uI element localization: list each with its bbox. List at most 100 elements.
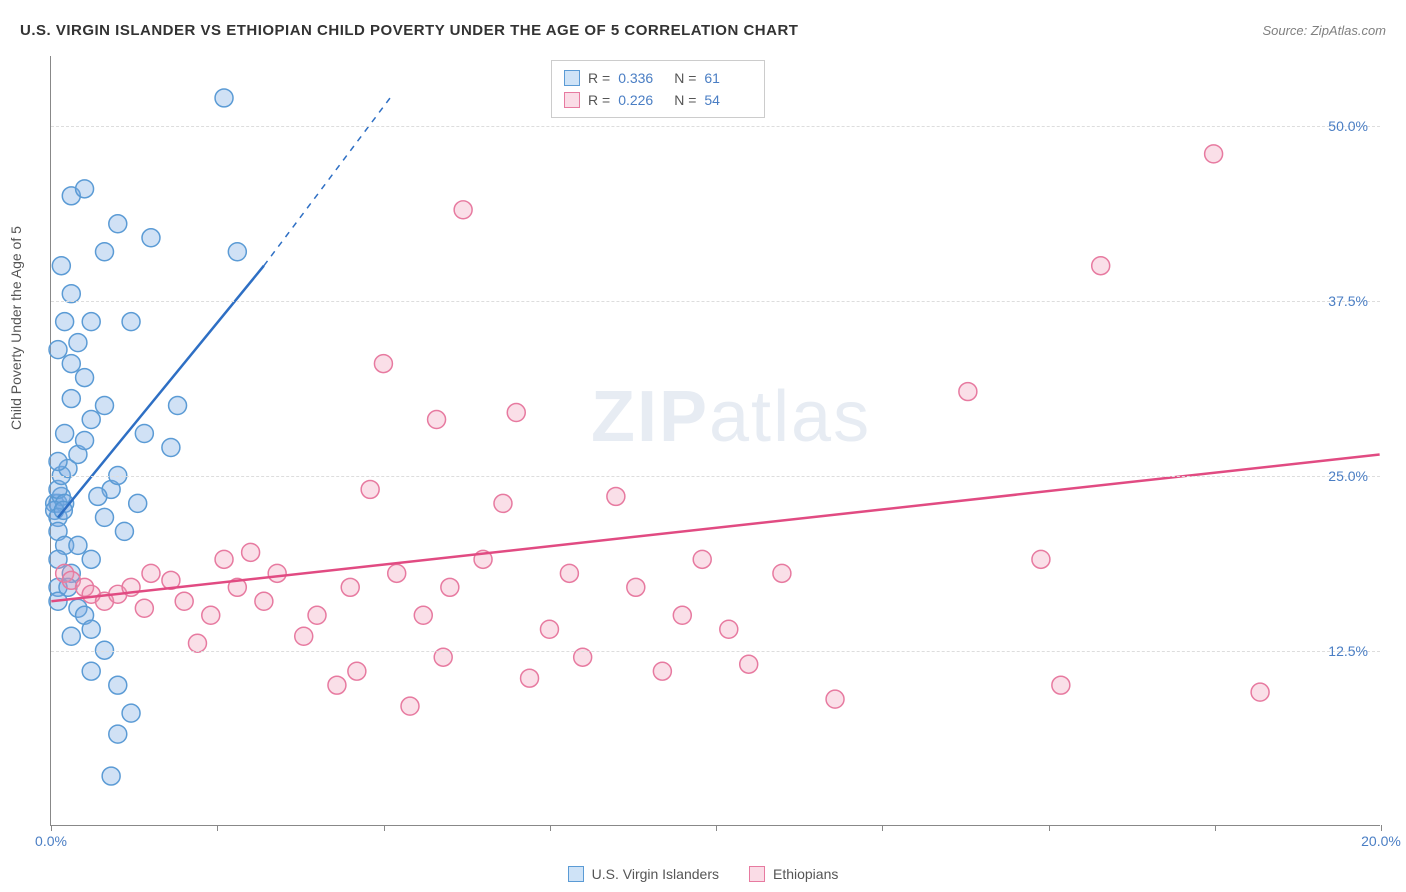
legend-item-1: U.S. Virgin Islanders xyxy=(568,866,719,882)
scatter-point xyxy=(62,390,80,408)
scatter-point xyxy=(56,425,74,443)
scatter-point xyxy=(673,606,691,624)
scatter-point xyxy=(129,494,147,512)
gridline xyxy=(51,476,1380,477)
scatter-point xyxy=(361,480,379,498)
swatch-series-2 xyxy=(564,92,580,108)
scatter-point xyxy=(49,341,67,359)
stats-row-1: R = 0.336 N = 61 xyxy=(564,67,752,89)
x-tick xyxy=(1381,825,1382,831)
x-tick xyxy=(550,825,551,831)
scatter-point xyxy=(228,243,246,261)
trend-line xyxy=(58,266,264,518)
scatter-point xyxy=(388,564,406,582)
scatter-point xyxy=(69,536,87,554)
x-tick-label: 0.0% xyxy=(35,833,67,849)
scatter-point xyxy=(653,662,671,680)
scatter-point xyxy=(109,215,127,233)
scatter-point xyxy=(82,313,100,331)
scatter-point xyxy=(175,592,193,610)
legend-label-2: Ethiopians xyxy=(773,866,838,882)
scatter-point xyxy=(122,313,140,331)
x-tick xyxy=(1215,825,1216,831)
scatter-point xyxy=(52,257,70,275)
scatter-point xyxy=(122,704,140,722)
plot-area: ZIPatlas R = 0.336 N = 61 R = 0.226 N = … xyxy=(50,56,1380,826)
r-value-1: 0.336 xyxy=(618,70,666,86)
gridline xyxy=(51,301,1380,302)
scatter-point xyxy=(740,655,758,673)
gridline xyxy=(51,651,1380,652)
scatter-point xyxy=(49,452,67,470)
x-tick xyxy=(217,825,218,831)
title-bar: U.S. VIRGIN ISLANDER VS ETHIOPIAN CHILD … xyxy=(20,18,1386,42)
scatter-point xyxy=(142,229,160,247)
scatter-point xyxy=(401,697,419,715)
scatter-point xyxy=(242,543,260,561)
chart-title: U.S. VIRGIN ISLANDER VS ETHIOPIAN CHILD … xyxy=(20,22,798,39)
scatter-point xyxy=(341,578,359,596)
y-tick-label: 12.5% xyxy=(1328,643,1368,659)
scatter-point xyxy=(82,550,100,568)
x-tick xyxy=(716,825,717,831)
scatter-point xyxy=(76,180,94,198)
legend-label-1: U.S. Virgin Islanders xyxy=(592,866,719,882)
x-tick xyxy=(51,825,52,831)
scatter-point xyxy=(62,627,80,645)
scatter-point xyxy=(255,592,273,610)
scatter-point xyxy=(507,404,525,422)
scatter-point xyxy=(202,606,220,624)
scatter-point xyxy=(720,620,738,638)
scatter-point xyxy=(82,411,100,429)
scatter-point xyxy=(1251,683,1269,701)
bottom-swatch-2 xyxy=(749,866,765,882)
scatter-point xyxy=(1052,676,1070,694)
scatter-point xyxy=(215,550,233,568)
scatter-point xyxy=(268,564,286,582)
scatter-point xyxy=(76,432,94,450)
scatter-point xyxy=(560,564,578,582)
scatter-point xyxy=(188,634,206,652)
source-label: Source: ZipAtlas.com xyxy=(1262,23,1386,38)
r-label-2: R = xyxy=(588,92,610,108)
r-label-1: R = xyxy=(588,70,610,86)
scatter-point xyxy=(374,355,392,373)
scatter-point xyxy=(96,243,114,261)
scatter-point xyxy=(441,578,459,596)
scatter-point xyxy=(135,425,153,443)
y-axis-title: Child Poverty Under the Age of 5 xyxy=(8,226,24,430)
scatter-point xyxy=(76,369,94,387)
x-tick-label: 20.0% xyxy=(1361,833,1401,849)
x-tick xyxy=(882,825,883,831)
y-tick-label: 50.0% xyxy=(1328,118,1368,134)
swatch-series-1 xyxy=(564,70,580,86)
scatter-point xyxy=(295,627,313,645)
stats-row-2: R = 0.226 N = 54 xyxy=(564,89,752,111)
scatter-point xyxy=(96,397,114,415)
bottom-swatch-1 xyxy=(568,866,584,882)
x-tick xyxy=(384,825,385,831)
scatter-point xyxy=(89,487,107,505)
trend-line-extrapolated xyxy=(264,98,390,266)
scatter-point xyxy=(215,89,233,107)
n-label-2: N = xyxy=(674,92,696,108)
scatter-point xyxy=(62,285,80,303)
scatter-point xyxy=(56,313,74,331)
scatter-point xyxy=(109,676,127,694)
scatter-point xyxy=(62,355,80,373)
scatter-point xyxy=(826,690,844,708)
scatter-point xyxy=(82,662,100,680)
scatter-point xyxy=(142,564,160,582)
scatter-point xyxy=(308,606,326,624)
stats-legend: R = 0.336 N = 61 R = 0.226 N = 54 xyxy=(551,60,765,118)
y-tick-label: 25.0% xyxy=(1328,468,1368,484)
x-tick xyxy=(1049,825,1050,831)
r-value-2: 0.226 xyxy=(618,92,666,108)
scatter-point xyxy=(693,550,711,568)
scatter-point xyxy=(96,508,114,526)
bottom-legend: U.S. Virgin Islanders Ethiopians xyxy=(0,866,1406,882)
scatter-point xyxy=(169,397,187,415)
n-value-1: 61 xyxy=(704,70,752,86)
scatter-point xyxy=(1032,550,1050,568)
scatter-point xyxy=(428,411,446,429)
